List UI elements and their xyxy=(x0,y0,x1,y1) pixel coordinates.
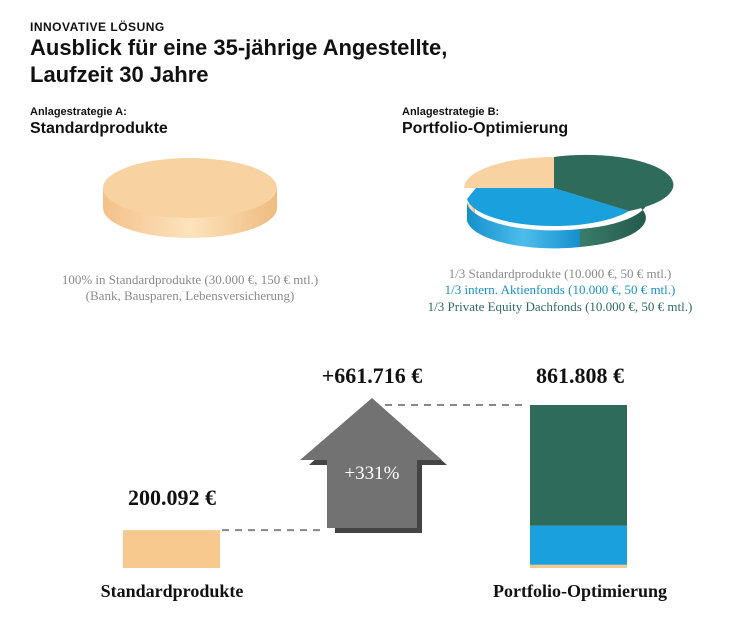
title-line-1: Ausblick für eine 35-jährige Angestellte… xyxy=(30,35,448,60)
strategy-a-label: Anlagestrategie A: xyxy=(30,106,127,118)
pie-a-desc-1: 100% in Standardprodukte (30.000 €, 150 … xyxy=(62,272,318,287)
pie-b-desc-3: 1/3 Private Equity Dachfonds (10.000 €, … xyxy=(428,299,693,314)
arrow-body xyxy=(300,398,442,528)
bar-portfolio-segment-1 xyxy=(530,564,627,568)
difference-label: +661.716 € xyxy=(322,363,423,388)
pie-b-pe-lip xyxy=(554,156,642,211)
kicker: INNOVATIVE LÖSUNG xyxy=(30,20,165,34)
bar-portfolio-segment-2 xyxy=(530,525,627,565)
bar-portfolio-segment-3 xyxy=(530,405,627,526)
pie-b-desc-2: 1/3 intern. Aktienfonds (10.000 €, 50 € … xyxy=(445,282,676,297)
title-line-2: Laufzeit 30 Jahre xyxy=(30,62,209,87)
strategy-b-label: Anlagestrategie B: xyxy=(402,106,500,118)
page-title: Ausblick für eine 35-jährige Angestellte… xyxy=(30,34,447,88)
value-label-standard: 200.092 € xyxy=(128,485,216,510)
category-label-portfolio: Portfolio-Optimierung xyxy=(493,581,667,601)
pie-b-slice-aktien-side xyxy=(467,203,580,249)
pie-a xyxy=(103,158,277,238)
strategy-a-name: Standardprodukte xyxy=(30,120,168,137)
category-label-standard: Standardprodukte xyxy=(101,581,244,601)
arrow-percent-label: +331% xyxy=(344,463,399,484)
pie-a-desc-2: (Bank, Bausparen, Lebensversicherung) xyxy=(86,288,295,303)
pie-b-desc-1: 1/3 Standardprodukte (10.000 €, 50 € mtl… xyxy=(449,266,672,281)
pie-b xyxy=(464,154,674,249)
increase-arrow: +331% xyxy=(300,398,447,533)
pie-b-slice-pe-side xyxy=(580,188,648,247)
bar-chart xyxy=(123,404,627,568)
bar-standard xyxy=(123,530,220,568)
pie-a-slice-standard-top xyxy=(103,158,277,218)
pie-b-slice-standard-top xyxy=(464,157,554,188)
pie-b-slice-aktien-top xyxy=(467,188,629,227)
value-label-portfolio: 861.808 € xyxy=(536,363,624,388)
strategy-b-name: Portfolio-Optimierung xyxy=(402,120,569,137)
